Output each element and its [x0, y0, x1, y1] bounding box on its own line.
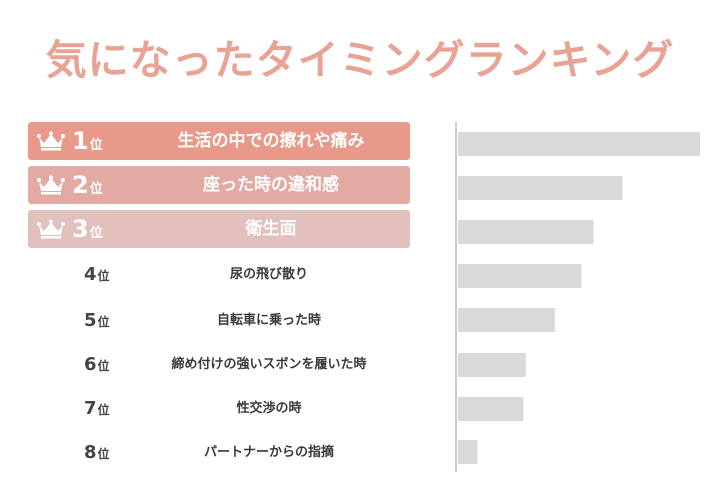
rank-digit: 7: [84, 398, 97, 419]
rank-suffix: 位: [97, 403, 110, 417]
ranking-row-5: 5 位 自転車に乗った時: [28, 302, 410, 340]
crown-icon: [37, 131, 65, 151]
bar-6: [458, 353, 526, 377]
rank-digit: 6: [84, 354, 97, 375]
rank-digit: 5: [84, 310, 97, 331]
bar-8: [458, 440, 478, 464]
bar-2: [458, 176, 623, 200]
bar-3: [458, 220, 594, 244]
ranking-bar-chart: [455, 122, 700, 472]
rank-suffix: 位: [89, 138, 103, 153]
ranking-label: 衛生面: [245, 219, 297, 239]
ranking-label: 尿の飛び散り: [229, 267, 308, 282]
bar-1: [458, 132, 700, 156]
bar-4: [458, 264, 582, 288]
ranking-list: 1 位生活の中での擦れや痛み 2 位座った時の違和感 3 位衛生面 4 位尿の飛び散り 5 位自転…: [28, 122, 410, 472]
rank-suffix: 位: [97, 269, 110, 283]
ranking-row-8: 8 位 パートナーからの指摘: [28, 434, 410, 472]
ranking-row-2: 2 位 座った時の違和感: [28, 166, 410, 204]
crown-icon: [37, 175, 65, 195]
ranking-row-6: 6 位 締め付けの強いスボンを履いた時: [28, 346, 410, 384]
rank-suffix: 位: [89, 226, 103, 241]
ranking-label: 締め付けの強いスボンを履いた時: [171, 357, 367, 372]
page-title: 気になったタイミングランキング: [45, 36, 675, 84]
ranking-label: 自転車に乗った時: [216, 313, 321, 328]
rank-suffix: 位: [97, 315, 110, 329]
ranking-label: 性交渉の時: [236, 401, 302, 416]
rank-suffix: 位: [97, 447, 110, 461]
rank-digit: 2: [72, 171, 89, 199]
rank-digit: 1: [72, 127, 89, 155]
rank-digit: 4: [84, 264, 97, 285]
rank-digit: 8: [84, 442, 97, 463]
crown-icon: [37, 219, 65, 239]
bar-7: [458, 397, 524, 421]
bar-5: [458, 308, 555, 332]
rank-suffix: 位: [97, 359, 110, 373]
rank-digit: 3: [72, 215, 89, 243]
ranking-label: 座った時の違和感: [203, 175, 339, 195]
ranking-row-1: 1 位 生活の中での擦れや痛み: [28, 122, 410, 160]
ranking-row-3: 3 位 衛生面: [28, 210, 410, 248]
ranking-label: パートナーからの指摘: [203, 445, 334, 460]
ranking-label: 生活の中での擦れや痛み: [177, 131, 365, 151]
rank-suffix: 位: [89, 182, 103, 197]
ranking-row-4: 4 位 尿の飛び散り: [28, 256, 410, 294]
ranking-row-7: 7 位 性交渉の時: [28, 390, 410, 428]
